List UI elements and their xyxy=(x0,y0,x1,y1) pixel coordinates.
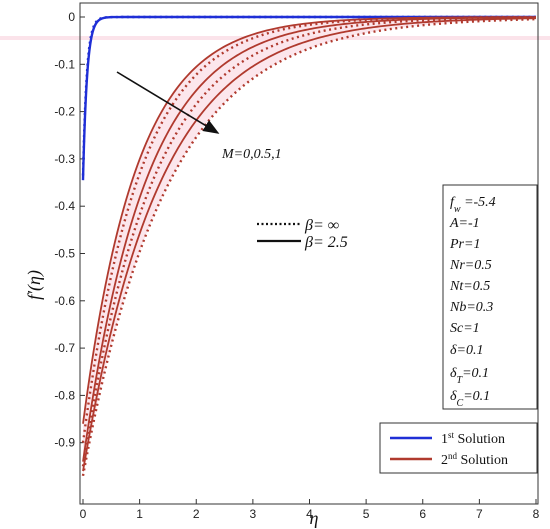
y-tick-label: -0.8 xyxy=(54,388,75,402)
m-annotation-text: M=0,0.5,1 xyxy=(221,147,282,162)
solution-band xyxy=(83,17,536,476)
x-tick-label: 2 xyxy=(193,507,200,521)
x-tick-label: 3 xyxy=(250,507,257,521)
param-pr: Pr=1 xyxy=(449,237,480,252)
y-tick-label: -0.7 xyxy=(54,341,75,355)
m-annotation: M=0,0.5,1 xyxy=(221,147,282,162)
x-tick-label: 4 xyxy=(306,507,313,521)
ticks: 0 1 2 3 4 5 6 7 8 0 -0.1 -0.2 -0.3 -0.4 -0.5 -0.6 -0.7 -0… xyxy=(54,10,539,521)
x-tick-label: 1 xyxy=(136,507,143,521)
beta-finite-label: β= 2.5 xyxy=(304,234,348,251)
y-tick-label: -0.4 xyxy=(54,199,75,213)
series-line-2-dotted-m1 xyxy=(81,17,537,477)
y-tick-label: -0.5 xyxy=(54,247,75,261)
y-tick-label: -0.3 xyxy=(54,152,75,166)
x-tick-label: 7 xyxy=(476,507,483,521)
param-nb: Nb=0.3 xyxy=(449,300,493,315)
series-line-1-dotted xyxy=(81,15,536,176)
param-a: A=-1 xyxy=(449,216,480,231)
legend-box xyxy=(379,422,538,474)
x-tick-label: 6 xyxy=(419,507,426,521)
y-tick-label: 0 xyxy=(68,10,75,24)
curves xyxy=(81,15,537,477)
y-axis-label: f′(η) xyxy=(24,270,45,300)
param-nr: Nr=0.5 xyxy=(449,258,492,273)
series-line-2-dotted-m0.5 xyxy=(81,16,537,467)
param-sc: Sc=1 xyxy=(450,321,480,336)
m-arrow xyxy=(116,71,220,134)
series-line-2-solid-m1 xyxy=(82,17,537,472)
legend-label-2nd: 2nd Solution xyxy=(441,451,508,468)
x-tick-label: 8 xyxy=(533,507,540,521)
y-tick-label: -0.1 xyxy=(54,57,75,71)
y-tick-label: -0.2 xyxy=(54,105,75,119)
x-tick-label: 0 xyxy=(80,507,87,521)
param-delta: δ=0.1 xyxy=(450,343,483,358)
x-tick-label: 5 xyxy=(363,507,370,521)
y-tick-label: -0.9 xyxy=(54,436,75,450)
beta-inf-label: β= ∞ xyxy=(304,217,339,234)
param-fw: fw =-5.4 xyxy=(450,195,496,215)
x-axis-label: η xyxy=(310,508,319,528)
param-nt: Nt=0.5 xyxy=(449,279,490,294)
parameter-box xyxy=(442,184,538,410)
legend-label-1st: 1st Solution xyxy=(441,430,505,447)
y-tick-label: -0.6 xyxy=(54,294,75,308)
